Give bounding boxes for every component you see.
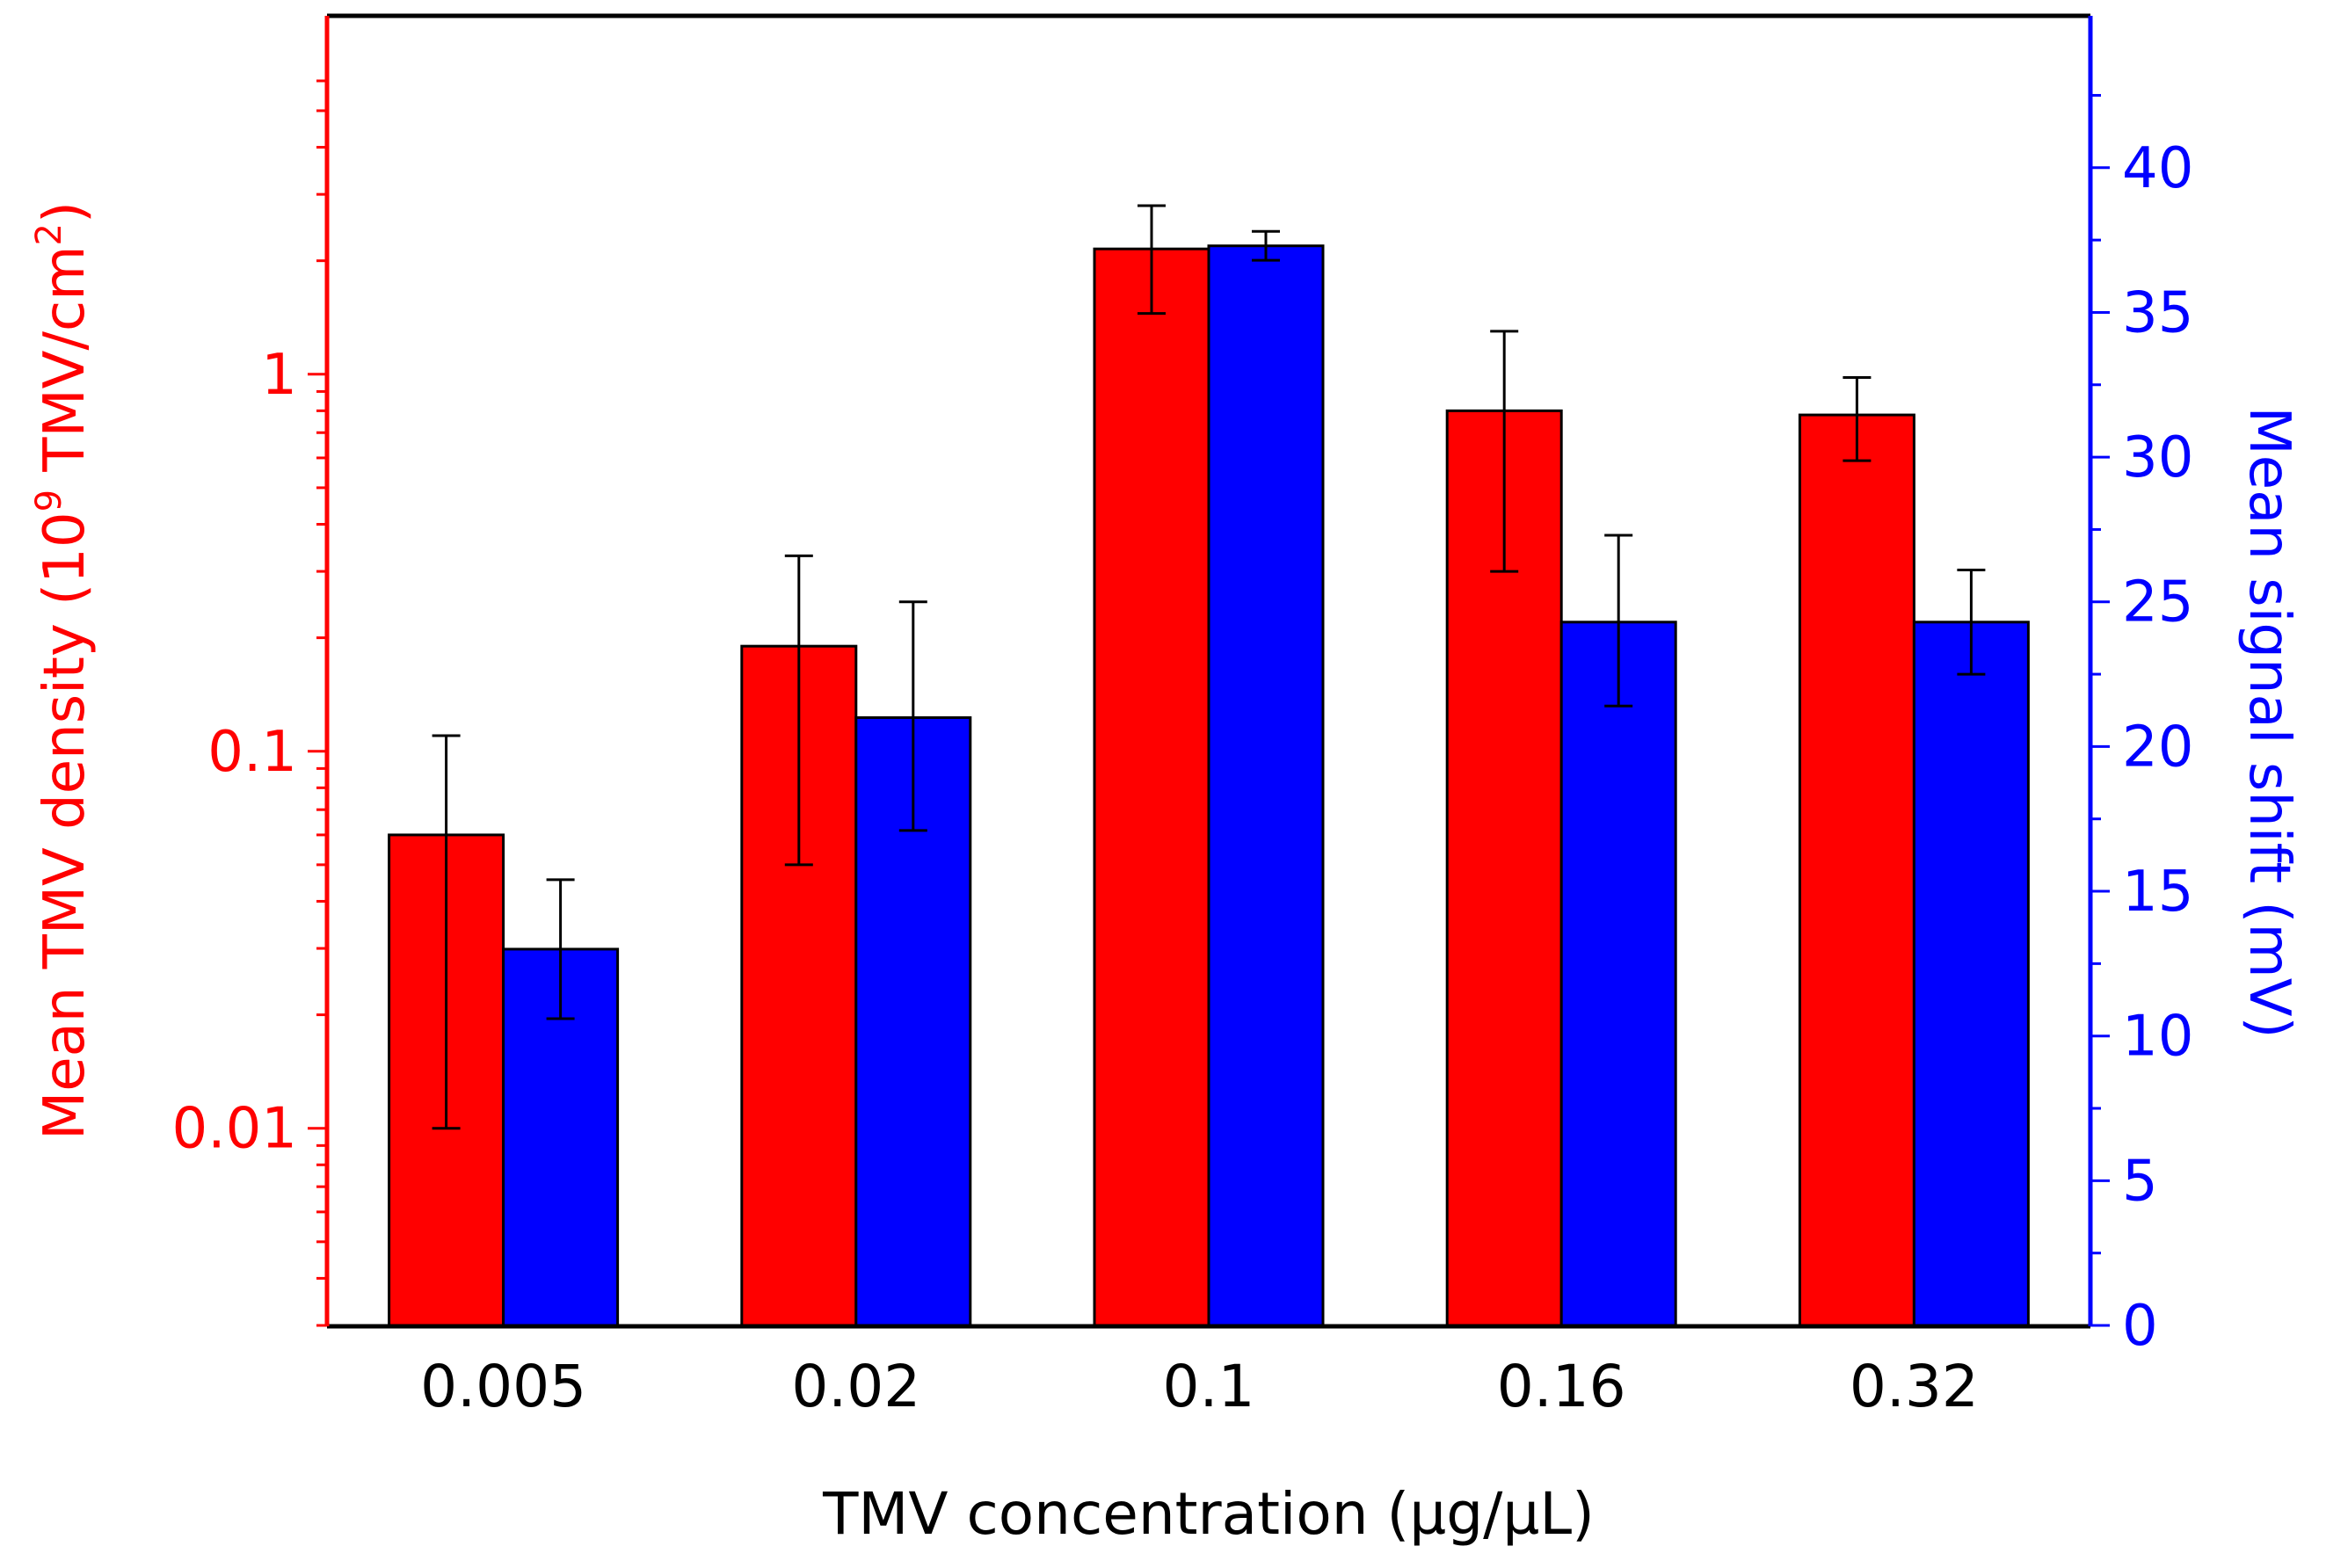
right-axis-title: Mean signal shift (mV) [2236,407,2301,1039]
error-bar-density-0.02 [784,554,813,867]
right-tick-label-20: 20 [2122,715,2193,780]
right-tick-label-15: 15 [2122,860,2193,925]
error-bar-signal-0.02 [898,600,927,832]
axes-group [308,13,2110,1329]
right-tick-label-40: 40 [2122,136,2193,201]
error-bar-signal-0.16 [1604,534,1633,708]
error-bar-signal-0.1 [1252,229,1280,262]
x-tick-label-0.02: 0.02 [791,1353,920,1420]
x-tick-label-0.1: 0.1 [1163,1353,1255,1420]
left-axis-title: Mean TMV density (109 TMV/cm2) [29,201,98,1140]
right-tick-label-10: 10 [2122,1005,2193,1070]
right-axis-ticks [2090,93,2110,1327]
error-bar-density-0.005 [432,734,461,1130]
error-bar-density-0.32 [1843,376,1872,462]
bar-density-0.32 [1798,413,1915,1327]
bar-density-0.1 [1093,247,1210,1327]
error-bar-density-0.1 [1138,204,1166,316]
right-tick-label-25: 25 [2122,570,2193,635]
x-tick-label-0.16: 0.16 [1497,1353,1626,1420]
left-axis-ticks [308,79,327,1327]
x-tick-label-0.005: 0.005 [420,1353,586,1420]
error-bars-group [432,204,1986,1130]
left-tick-label-0.1: 0.1 [207,720,297,785]
x-axis-title: TMV concentration (µg/µL) [822,1480,1595,1548]
left-tick-label-1: 1 [261,343,297,408]
bar-signal-0.16 [1559,621,1677,1327]
error-bar-signal-0.005 [546,878,575,1020]
x-tick-label-0.32: 0.32 [1850,1353,1979,1420]
right-tick-label-5: 5 [2122,1149,2158,1214]
right-tick-label-30: 30 [2122,425,2193,490]
right-tick-label-0: 0 [2122,1294,2158,1359]
right-tick-label-35: 35 [2122,280,2193,345]
error-bar-density-0.16 [1490,330,1519,573]
bar-signal-0.1 [1207,244,1325,1327]
bar-signal-0.32 [1912,621,2030,1327]
error-bar-signal-0.32 [1957,569,1986,676]
bars-group [388,244,2030,1327]
left-tick-label-0.01: 0.01 [172,1097,298,1162]
